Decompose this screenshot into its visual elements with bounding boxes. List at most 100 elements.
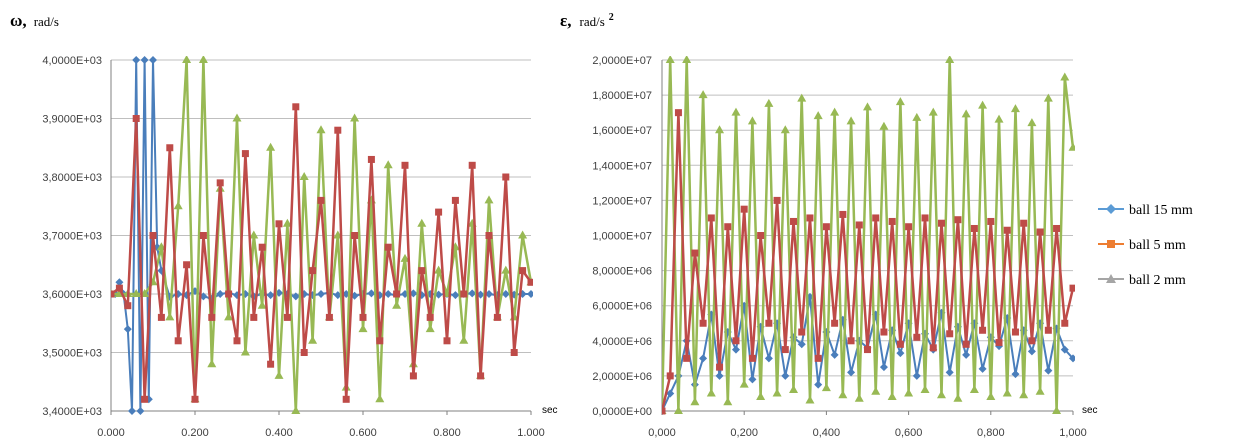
x-tick-label: 0.800 bbox=[433, 427, 461, 439]
y-tick-label: 4,0000E+03 bbox=[42, 55, 102, 67]
y-tick-label: 3,9000E+03 bbox=[42, 114, 102, 126]
data-point bbox=[149, 56, 157, 64]
data-point bbox=[191, 395, 199, 403]
data-point bbox=[880, 328, 888, 336]
omega-xlabel: sec bbox=[542, 405, 558, 416]
data-point bbox=[781, 371, 790, 380]
data-point bbox=[921, 214, 929, 222]
y-tick-label: 2,0000E+07 bbox=[592, 55, 652, 67]
data-point bbox=[896, 340, 904, 348]
data-point bbox=[666, 389, 675, 398]
data-point bbox=[527, 278, 533, 286]
y-tick-label: 4,0000E+06 bbox=[592, 336, 652, 348]
y-tick-label: 3,4000E+03 bbox=[42, 406, 102, 418]
data-point bbox=[945, 368, 954, 377]
data-point bbox=[317, 196, 325, 204]
data-point bbox=[666, 372, 674, 380]
data-point bbox=[830, 350, 839, 359]
data-point bbox=[896, 349, 905, 358]
data-point bbox=[847, 368, 856, 377]
data-point bbox=[864, 346, 871, 354]
data-point bbox=[747, 116, 757, 125]
data-point bbox=[756, 391, 766, 400]
data-point bbox=[165, 312, 175, 321]
data-point bbox=[383, 160, 393, 169]
data-point bbox=[723, 397, 733, 406]
x-tick-label: 0,800 bbox=[977, 427, 1005, 439]
data-point bbox=[937, 219, 945, 227]
y-tick-label: 1,2000E+07 bbox=[592, 195, 652, 207]
data-point bbox=[936, 390, 946, 399]
data-point bbox=[426, 313, 434, 321]
data-point bbox=[131, 289, 141, 297]
data-point bbox=[309, 267, 317, 275]
data-point bbox=[485, 290, 493, 298]
data-point bbox=[225, 290, 233, 298]
data-point bbox=[443, 337, 451, 345]
x-tick-label: 1.000 bbox=[517, 427, 545, 439]
data-point bbox=[773, 196, 781, 204]
data-point bbox=[805, 395, 815, 404]
data-point bbox=[690, 397, 700, 406]
data-point bbox=[929, 344, 937, 352]
data-point bbox=[123, 325, 132, 334]
y-tick-label: 1,8000E+07 bbox=[592, 90, 652, 102]
data-point bbox=[986, 391, 996, 400]
data-point bbox=[1002, 388, 1012, 397]
data-point bbox=[325, 313, 333, 321]
data-point bbox=[732, 337, 740, 345]
legend: ball 15 mm ball 5 mm ball 2 mm bbox=[1098, 203, 1193, 288]
y-tick-label: 0,0000E+00 bbox=[592, 406, 652, 418]
data-point bbox=[216, 290, 225, 298]
data-point bbox=[707, 214, 715, 222]
data-point bbox=[115, 284, 123, 292]
data-point bbox=[1044, 366, 1053, 375]
series-ball-2-mm bbox=[662, 56, 1075, 414]
data-point bbox=[699, 319, 707, 327]
svg-text:ω, rad/s: ω, rad/s bbox=[10, 11, 59, 30]
data-point bbox=[300, 349, 308, 356]
data-point bbox=[798, 328, 806, 336]
data-point bbox=[502, 173, 510, 181]
data-point bbox=[978, 364, 987, 373]
data-point bbox=[994, 114, 1004, 123]
data-point bbox=[673, 406, 683, 414]
data-point bbox=[166, 144, 174, 152]
data-point bbox=[367, 289, 376, 298]
data-point bbox=[1011, 370, 1020, 379]
y-tick-label: 1,6000E+07 bbox=[592, 125, 652, 137]
data-point bbox=[831, 319, 839, 327]
data-point bbox=[316, 125, 326, 134]
data-point bbox=[740, 205, 748, 213]
data-point bbox=[132, 115, 140, 122]
data-point bbox=[846, 116, 856, 125]
data-point bbox=[913, 333, 921, 341]
data-point bbox=[199, 232, 207, 239]
y-tick-label: 2,0000E+06 bbox=[592, 371, 652, 383]
data-point bbox=[342, 395, 350, 403]
data-point bbox=[871, 386, 881, 395]
data-point bbox=[1043, 93, 1053, 102]
data-point bbox=[208, 313, 216, 321]
data-point bbox=[806, 214, 814, 222]
data-point bbox=[822, 223, 830, 231]
legend-triangle-marker bbox=[1106, 274, 1116, 283]
legend-label: ball 2 mm bbox=[1129, 273, 1186, 288]
data-point bbox=[493, 313, 501, 321]
data-point bbox=[115, 278, 124, 287]
data-point bbox=[434, 265, 444, 274]
y-tick-label: 1,4000E+07 bbox=[592, 160, 652, 172]
data-point bbox=[392, 300, 402, 309]
legend-label: ball 5 mm bbox=[1129, 238, 1186, 253]
data-point bbox=[739, 379, 749, 388]
data-point bbox=[706, 388, 716, 397]
data-point bbox=[946, 330, 954, 338]
data-point bbox=[757, 232, 765, 239]
data-point bbox=[905, 223, 913, 231]
omega-title-unit: rad/s bbox=[34, 14, 59, 29]
data-point bbox=[501, 290, 510, 298]
epsilon-title-symbol: ε, bbox=[560, 11, 572, 30]
data-point bbox=[797, 93, 807, 102]
data-point bbox=[904, 388, 914, 397]
